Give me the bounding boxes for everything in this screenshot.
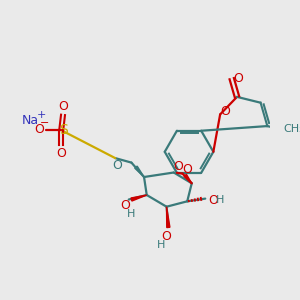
Text: O: O — [173, 160, 183, 173]
Polygon shape — [131, 195, 147, 201]
Polygon shape — [184, 174, 192, 183]
Text: +: + — [37, 110, 46, 120]
Text: Na: Na — [22, 114, 39, 127]
Text: H: H — [216, 195, 225, 206]
Text: O: O — [112, 159, 122, 172]
Text: O: O — [208, 194, 218, 207]
Text: O: O — [162, 230, 172, 243]
Text: −: − — [39, 118, 49, 128]
Text: O: O — [56, 147, 66, 160]
Text: S: S — [59, 123, 68, 137]
Text: O: O — [120, 199, 130, 212]
Polygon shape — [167, 207, 170, 228]
Text: H: H — [157, 239, 165, 250]
Text: CH₃: CH₃ — [284, 124, 300, 134]
Polygon shape — [135, 166, 144, 177]
Text: O: O — [220, 105, 230, 118]
Text: H: H — [127, 209, 136, 219]
Text: O: O — [182, 163, 192, 176]
Text: O: O — [58, 100, 68, 113]
Text: O: O — [233, 72, 243, 85]
Text: O: O — [34, 123, 43, 136]
